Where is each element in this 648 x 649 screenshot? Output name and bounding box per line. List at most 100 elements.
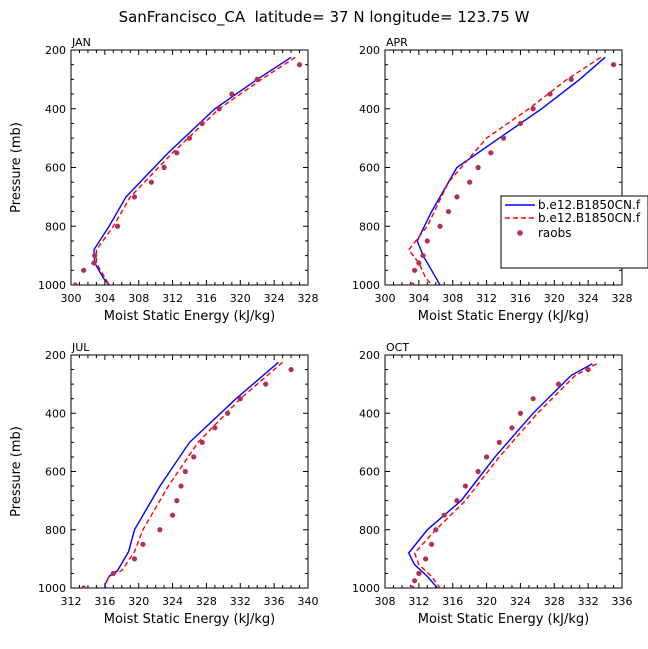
raobs-point — [496, 439, 502, 445]
raobs-point — [182, 468, 188, 475]
raobs-point — [140, 541, 146, 547]
raobs-point — [424, 238, 430, 244]
panel-label: OCT — [386, 341, 409, 354]
x-axis-label: Moist Static Energy (kJ/kg) — [418, 309, 589, 324]
raobs-point — [131, 556, 138, 562]
data-layer — [81, 361, 294, 588]
x-tick-label: 320 — [128, 595, 149, 608]
y-tick-label: 800 — [359, 220, 380, 233]
plot-frame — [70, 49, 309, 286]
panel-apr: APR 300 304 308 312 316 320 324 328 200 400 600 800 1… — [352, 36, 633, 324]
x-tick-label: 340 — [298, 595, 319, 608]
raobs-point — [114, 223, 121, 229]
x-tick-label: 328 — [612, 292, 633, 305]
raobs-point — [199, 439, 205, 445]
raobs-point — [445, 208, 452, 215]
x-tick-label: 316 — [510, 292, 531, 305]
plot-frame — [70, 354, 309, 589]
raobs-point — [224, 410, 231, 416]
y-tick-label: 600 — [45, 162, 66, 175]
raobs-point — [416, 570, 422, 577]
series-line-1 — [416, 56, 606, 285]
x-axis-label: Moist Static Energy (kJ/kg) — [418, 612, 589, 627]
raobs-point — [428, 541, 435, 547]
x-tick-label: 332 — [578, 595, 599, 608]
legend: b.e12.B1850CN.f b.e12.B1850CN.f raobs — [500, 195, 648, 269]
raobs-point — [229, 91, 235, 97]
raobs-point — [530, 106, 536, 112]
y-tick-label: 400 — [45, 103, 66, 116]
raobs-point — [409, 282, 415, 285]
raobs-point — [585, 366, 591, 373]
x-tick-label: 324 — [162, 595, 183, 608]
x-tick-label: 300 — [375, 292, 396, 305]
raobs-point — [530, 396, 536, 402]
raobs-point — [475, 468, 481, 475]
y-tick-label: 1000 — [352, 582, 380, 595]
x-tick-label: 324 — [510, 595, 531, 608]
raobs-point — [148, 179, 155, 185]
legend-label-model-1: b.e12.B1850CN.f — [538, 198, 641, 212]
raobs-point — [72, 282, 78, 285]
y-tick-label: 200 — [359, 44, 380, 57]
x-tick-label: 324 — [264, 292, 285, 305]
panel-label: APR — [386, 36, 408, 49]
raobs-point — [216, 106, 222, 112]
raobs-point — [547, 91, 553, 97]
raobs-point — [433, 527, 439, 533]
x-tick-label: 328 — [196, 595, 217, 608]
y-tick-label: 600 — [359, 162, 380, 175]
x-tick-label: 320 — [544, 292, 565, 305]
raobs-point — [441, 512, 447, 518]
panel-jul: JUL 312 316 320 324 328 332 336 340 200 400 600 800 1… — [9, 341, 319, 627]
raobs-point — [409, 585, 415, 588]
x-tick-label: 336 — [264, 595, 285, 608]
x-tick-label: 308 — [375, 595, 396, 608]
raobs-point — [254, 76, 260, 82]
data-layer — [407, 363, 597, 588]
raobs-point — [610, 62, 617, 68]
raobs-point — [500, 135, 507, 141]
y-axis-label: Pressure (mb) — [9, 426, 24, 517]
raobs-point — [437, 223, 443, 229]
x-tick-label: 324 — [578, 292, 599, 305]
y-tick-label: 200 — [359, 349, 380, 362]
y-tick-label: 800 — [359, 524, 380, 537]
raobs-point — [454, 194, 460, 200]
series-line-2 — [413, 363, 597, 588]
x-tick-label: 332 — [230, 595, 251, 608]
data-layer — [72, 56, 303, 285]
raobs-point — [199, 120, 205, 127]
y-tick-label: 600 — [45, 466, 66, 479]
raobs-point — [467, 179, 473, 185]
raobs-point — [174, 150, 180, 156]
x-tick-label: 320 — [230, 292, 251, 305]
panel-oct: OCT 308 312 316 320 324 328 332 336 200 400 600 800 1… — [352, 341, 633, 627]
y-tick-label: 400 — [45, 407, 66, 420]
raobs-point — [81, 267, 87, 273]
raobs-point — [161, 164, 167, 171]
raobs-point — [555, 381, 562, 387]
y-tick-label: 600 — [359, 466, 380, 479]
raobs-point — [288, 366, 294, 373]
y-tick-label: 800 — [45, 220, 66, 233]
raobs-point — [110, 570, 116, 577]
raobs-point — [91, 260, 97, 266]
x-tick-label: 328 — [544, 595, 565, 608]
raobs-point — [237, 396, 243, 402]
legend-box — [500, 195, 648, 269]
x-tick-label: 308 — [128, 292, 149, 305]
raobs-point — [568, 76, 574, 82]
x-axis-label: Moist Static Energy (kJ/kg) — [104, 612, 275, 627]
x-tick-label: 300 — [61, 292, 82, 305]
panel-jan: JAN 300 304 308 312 316 320 324 328 200 400 600 800 1… — [9, 36, 319, 324]
series-line-2 — [95, 56, 296, 285]
y-tick-label: 200 — [45, 349, 66, 362]
raobs-point — [174, 498, 180, 504]
raobs-point — [517, 120, 524, 127]
raobs-point — [178, 483, 184, 489]
x-tick-label: 304 — [408, 292, 429, 305]
x-axis-label: Moist Static Energy (kJ/kg) — [104, 309, 275, 324]
legend-marker-raobs — [517, 230, 523, 236]
series-line-1 — [93, 56, 292, 285]
